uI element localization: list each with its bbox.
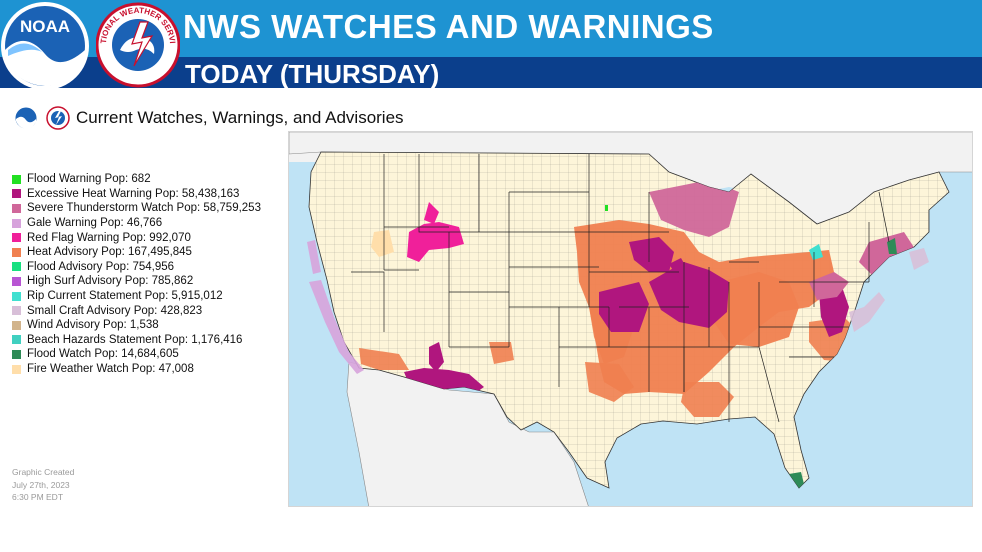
state-borders bbox=[351, 154, 890, 423]
legend-label: Excessive Heat Warning Pop: 58,438,163 bbox=[27, 187, 240, 200]
legend-label: Small Craft Advisory Pop: 428,823 bbox=[27, 304, 203, 317]
map-caption: Current Watches, Warnings, and Advisorie… bbox=[76, 108, 404, 127]
noaa-logo-text: NOAA bbox=[20, 17, 70, 36]
legend-swatch bbox=[12, 276, 21, 286]
gale-warning-coastal bbox=[309, 280, 364, 374]
legend-swatch bbox=[12, 335, 21, 345]
heat-advisory-region bbox=[714, 272, 799, 347]
excessive-heat-region bbox=[629, 237, 674, 272]
legend-swatch bbox=[12, 174, 21, 184]
legend-swatch bbox=[12, 262, 21, 272]
legend-item: Flood Advisory Pop: 754,956 bbox=[12, 260, 261, 275]
legend-item: Beach Hazards Statement Pop: 1,176,416 bbox=[12, 333, 261, 348]
red-flag-region bbox=[424, 202, 439, 224]
legend-label: Wind Advisory Pop: 1,538 bbox=[27, 319, 159, 332]
legend: Flood Warning Pop: 682 Excessive Heat War… bbox=[12, 172, 261, 376]
legend-swatch bbox=[12, 189, 21, 199]
legend-item: Red Flag Warning Pop: 992,070 bbox=[12, 230, 261, 245]
noaa-logo: NOAA bbox=[0, 0, 90, 92]
legend-label: Flood Warning Pop: 682 bbox=[27, 173, 151, 186]
small-logos bbox=[14, 106, 72, 130]
legend-label: Severe Thunderstorm Watch Pop: 58,759,25… bbox=[27, 202, 261, 215]
heat-advisory-region bbox=[359, 348, 409, 370]
legend-item: Severe Thunderstorm Watch Pop: 58,759,25… bbox=[12, 201, 261, 216]
legend-item: Flood Warning Pop: 682 bbox=[12, 172, 261, 187]
legend-swatch bbox=[12, 349, 21, 359]
legend-item: Heat Advisory Pop: 167,495,845 bbox=[12, 245, 261, 260]
legend-label: Red Flag Warning Pop: 992,070 bbox=[27, 231, 191, 244]
legend-item: Gale Warning Pop: 46,766 bbox=[12, 216, 261, 231]
legend-item: Excessive Heat Warning Pop: 58,438,163 bbox=[12, 187, 261, 202]
created-line-2: July 27th, 2023 bbox=[12, 479, 70, 490]
legend-label: Flood Advisory Pop: 754,956 bbox=[27, 260, 175, 273]
legend-swatch bbox=[12, 291, 21, 301]
heat-advisory-region bbox=[681, 382, 734, 417]
legend-item: Rip Current Statement Pop: 5,915,012 bbox=[12, 289, 261, 304]
rip-current-region bbox=[809, 244, 823, 260]
legend-swatch bbox=[12, 247, 21, 257]
legend-item: Fire Weather Watch Pop: 47,008 bbox=[12, 362, 261, 377]
legend-label: Fire Weather Watch Pop: 47,008 bbox=[27, 363, 194, 376]
page-title: NWS WATCHES AND WARNINGS bbox=[183, 8, 714, 45]
legend-swatch bbox=[12, 218, 21, 228]
legend-label: Rip Current Statement Pop: 5,915,012 bbox=[27, 290, 223, 303]
graphic-created-info: Graphic Created July 27th, 2023 6:30 PM … bbox=[12, 466, 74, 504]
severe-thunderstorm-region bbox=[649, 180, 739, 237]
hazard-map bbox=[288, 131, 973, 507]
page-subtitle: TODAY (THURSDAY) bbox=[185, 59, 440, 89]
legend-label: Heat Advisory Pop: 167,495,845 bbox=[27, 246, 192, 259]
legend-label: Gale Warning Pop: 46,766 bbox=[27, 217, 163, 230]
gale-warning-coastal bbox=[307, 240, 321, 274]
heat-advisory-region bbox=[585, 362, 634, 402]
legend-swatch bbox=[12, 320, 21, 330]
flood-warning-region bbox=[605, 205, 608, 211]
legend-swatch bbox=[12, 306, 21, 316]
flood-watch-region bbox=[887, 238, 897, 254]
legend-item: Wind Advisory Pop: 1,538 bbox=[12, 318, 261, 333]
legend-item: Flood Watch Pop: 14,684,605 bbox=[12, 347, 261, 362]
excessive-heat-region bbox=[429, 342, 444, 372]
heat-advisory-region bbox=[489, 342, 514, 364]
legend-item: High Surf Advisory Pop: 785,862 bbox=[12, 274, 261, 289]
legend-label: Flood Watch Pop: 14,684,605 bbox=[27, 348, 179, 361]
fire-weather-region bbox=[371, 230, 394, 257]
legend-label: High Surf Advisory Pop: 785,862 bbox=[27, 275, 194, 288]
small-craft-coastal bbox=[909, 248, 929, 270]
severe-thunderstorm-region bbox=[809, 272, 849, 300]
small-craft-coastal bbox=[849, 292, 885, 332]
legend-swatch bbox=[12, 203, 21, 213]
legend-swatch bbox=[12, 233, 21, 243]
legend-swatch bbox=[12, 364, 21, 374]
created-line-3: 6:30 PM EDT bbox=[12, 492, 64, 502]
legend-label: Beach Hazards Statement Pop: 1,176,416 bbox=[27, 333, 243, 346]
created-line-1: Graphic Created bbox=[12, 467, 75, 477]
legend-item: Small Craft Advisory Pop: 428,823 bbox=[12, 303, 261, 318]
nws-logo: NATIONAL WEATHER SERVICE bbox=[93, 0, 181, 90]
